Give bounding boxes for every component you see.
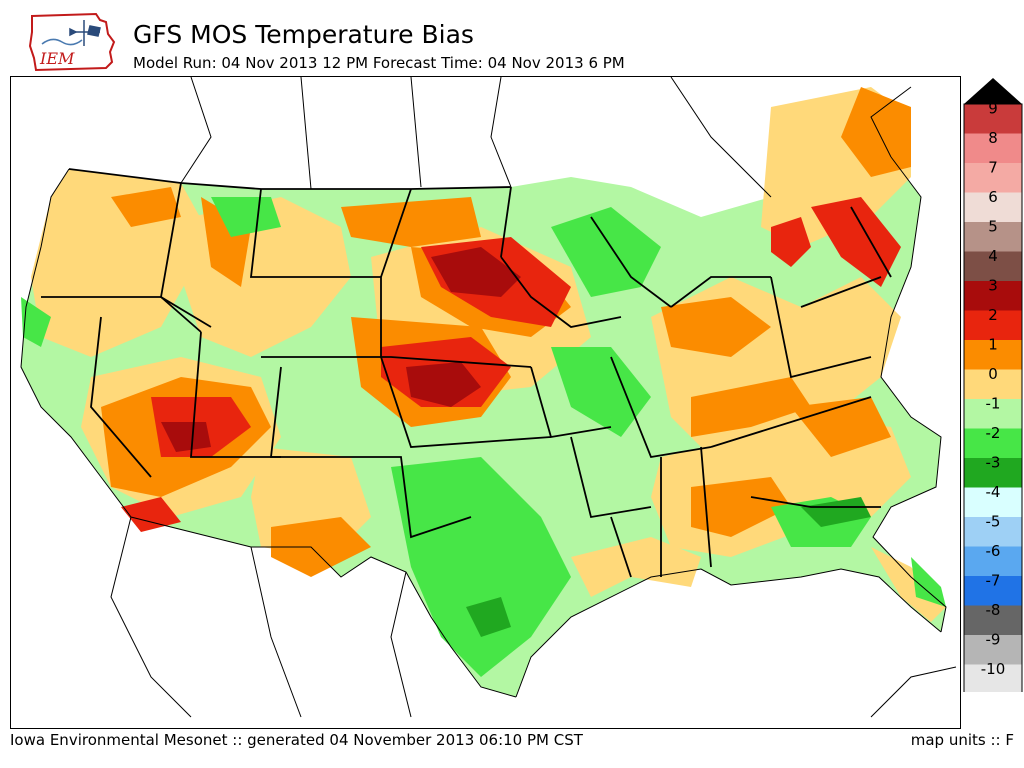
bias-minus-one-to-two xyxy=(21,197,946,677)
legend-label: 9 xyxy=(988,100,998,118)
legend-swatch xyxy=(964,576,1022,606)
bias-minus-two-to-three xyxy=(466,497,871,637)
weathervane-icon xyxy=(41,20,101,46)
legend-label: -7 xyxy=(986,572,1001,590)
legend-swatch xyxy=(964,399,1022,429)
legend-label: -1 xyxy=(986,395,1001,413)
legend-label: 5 xyxy=(988,218,998,236)
legend-swatch xyxy=(964,251,1022,281)
legend-swatch xyxy=(964,281,1022,311)
legend-swatch xyxy=(964,517,1022,547)
legend-swatch xyxy=(964,133,1022,163)
legend-label: -9 xyxy=(986,631,1001,649)
map-frame xyxy=(10,76,961,729)
legend-label: 4 xyxy=(988,247,998,265)
legend-swatch xyxy=(964,310,1022,340)
legend-label: -3 xyxy=(986,454,1001,472)
legend-swatch xyxy=(964,104,1022,134)
legend-label: -10 xyxy=(981,660,1006,678)
legend-swatch xyxy=(964,222,1022,252)
legend-label: 0 xyxy=(988,365,998,383)
legend-swatch xyxy=(964,369,1022,399)
legend-label: -8 xyxy=(986,601,1001,619)
legend-label: -4 xyxy=(986,483,1001,501)
legend-swatch xyxy=(964,487,1022,517)
us-bias-map xyxy=(20,77,957,718)
bias-three-plus xyxy=(161,247,521,452)
legend-swatch xyxy=(964,340,1022,370)
legend-label: 6 xyxy=(988,188,998,206)
coastlines xyxy=(20,77,957,718)
legend-swatch xyxy=(964,635,1022,665)
map-subtitle: Model Run: 04 Nov 2013 12 PM Forecast Ti… xyxy=(133,54,625,72)
legend-swatch xyxy=(964,192,1022,222)
legend-label: -5 xyxy=(986,513,1001,531)
legend-label: 1 xyxy=(988,336,998,354)
legend-swatch xyxy=(964,458,1022,488)
legend-label: 2 xyxy=(988,306,998,324)
legend-label: 7 xyxy=(988,159,998,177)
footer-units: map units :: F xyxy=(910,731,1014,749)
legend-label: 8 xyxy=(988,129,998,147)
iem-logo: IEM xyxy=(26,12,118,74)
color-legend: 9 8 7 6 5 4 3 2 1 0 -1 -2 -3 -4 -5 -6 -7 -8 -9 -10 xyxy=(962,76,1024,721)
logo-text: IEM xyxy=(39,49,75,68)
legend-swatch xyxy=(964,546,1022,576)
legend-label: 3 xyxy=(988,277,998,295)
legend-label: -6 xyxy=(986,542,1001,560)
legend-swatch xyxy=(964,163,1022,193)
legend-swatch xyxy=(964,605,1022,635)
legend-swatch xyxy=(964,428,1022,458)
legend-swatch xyxy=(964,664,1022,694)
footer-credit: Iowa Environmental Mesonet :: generated … xyxy=(10,731,583,749)
state-boundaries xyxy=(41,168,892,578)
legend-overflow-arrow xyxy=(964,78,1022,104)
map-title: GFS MOS Temperature Bias xyxy=(133,20,474,49)
legend-label: -2 xyxy=(986,424,1001,442)
